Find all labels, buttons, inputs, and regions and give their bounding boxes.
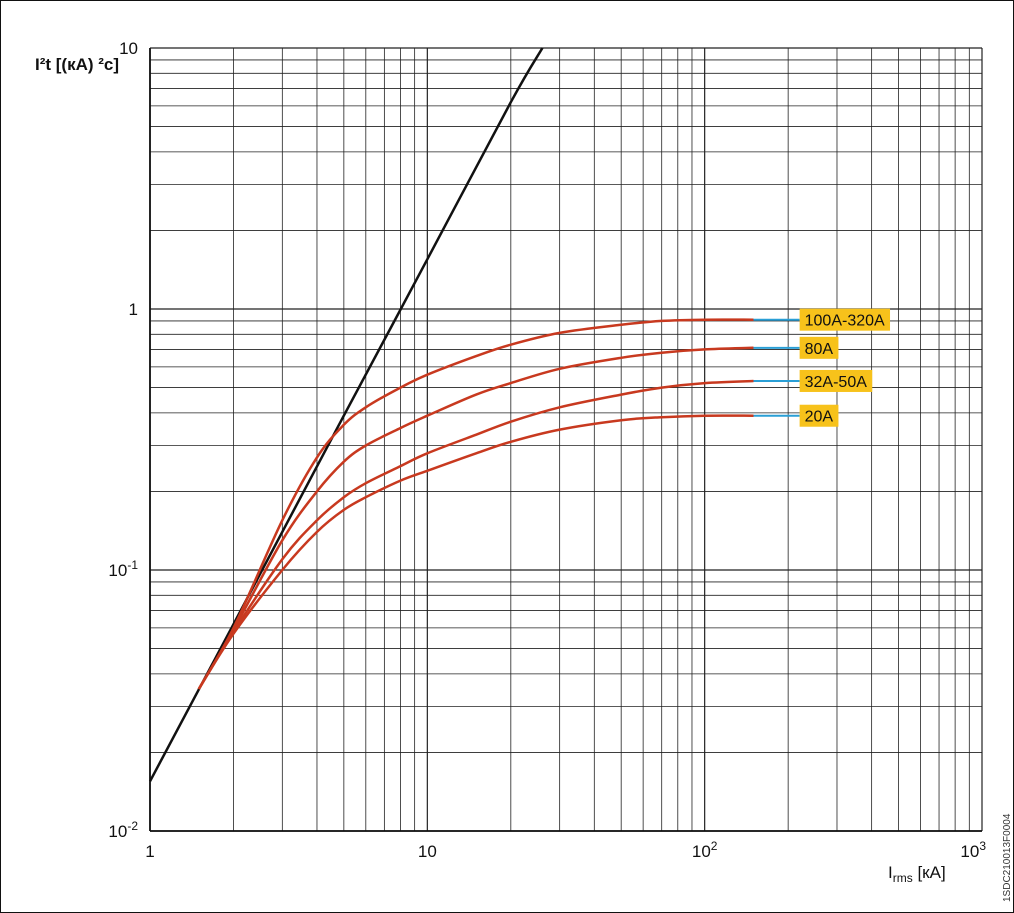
tick-label: 10-1 (108, 558, 138, 580)
series-label-bg (799, 308, 891, 331)
tick-label: 1 (129, 300, 138, 319)
side-code: 1SDC210013F0004 (1002, 813, 1013, 902)
series-label-20a: 20A (799, 404, 839, 427)
series-line-100a-320a (197, 318, 754, 690)
x-axis-label-unit: [кA] (913, 863, 946, 882)
tick-label: 103 (960, 839, 986, 861)
y-axis-label: I²t [(кA) ²c] (35, 55, 119, 74)
series-line-20a (197, 414, 754, 690)
series-line-32a-50a (197, 379, 754, 690)
x-axis-label-sub: rms (893, 871, 913, 885)
series-label-text: 20A (805, 409, 834, 426)
tick-label: 10 (119, 39, 138, 58)
reference-line-group (148, 47, 544, 782)
series-label-text: 100A-320A (805, 313, 885, 330)
series-line-80a (197, 346, 754, 690)
series-label-bg (799, 336, 839, 359)
axis-ticks: 1 10 102 103 10-2 10-1 1 10 (108, 39, 986, 861)
tick-label: 10-2 (108, 819, 138, 841)
reference-line (148, 47, 544, 782)
tick-label: 102 (692, 839, 718, 861)
tick-label: 1 (145, 842, 154, 861)
series-labels: 100A-320A 80A 32A-50A 20A (753, 308, 891, 427)
series-label-bg (799, 404, 839, 427)
series-label-bg (799, 369, 873, 392)
series-label-32a-50a: 32A-50A (799, 369, 873, 392)
x-axis-label-main: I (888, 863, 893, 882)
grid (149, 47, 983, 832)
x-axis-label: Irms [кA] (888, 863, 946, 885)
series-label-text: 80A (805, 341, 834, 358)
series-label-text: 32A-50A (805, 374, 868, 391)
plot-area (150, 48, 982, 831)
series-label-100a-320a: 100A-320A (799, 308, 891, 331)
series-label-80a: 80A (799, 336, 839, 359)
tick-label: 10 (418, 842, 437, 861)
series-group (197, 318, 754, 690)
